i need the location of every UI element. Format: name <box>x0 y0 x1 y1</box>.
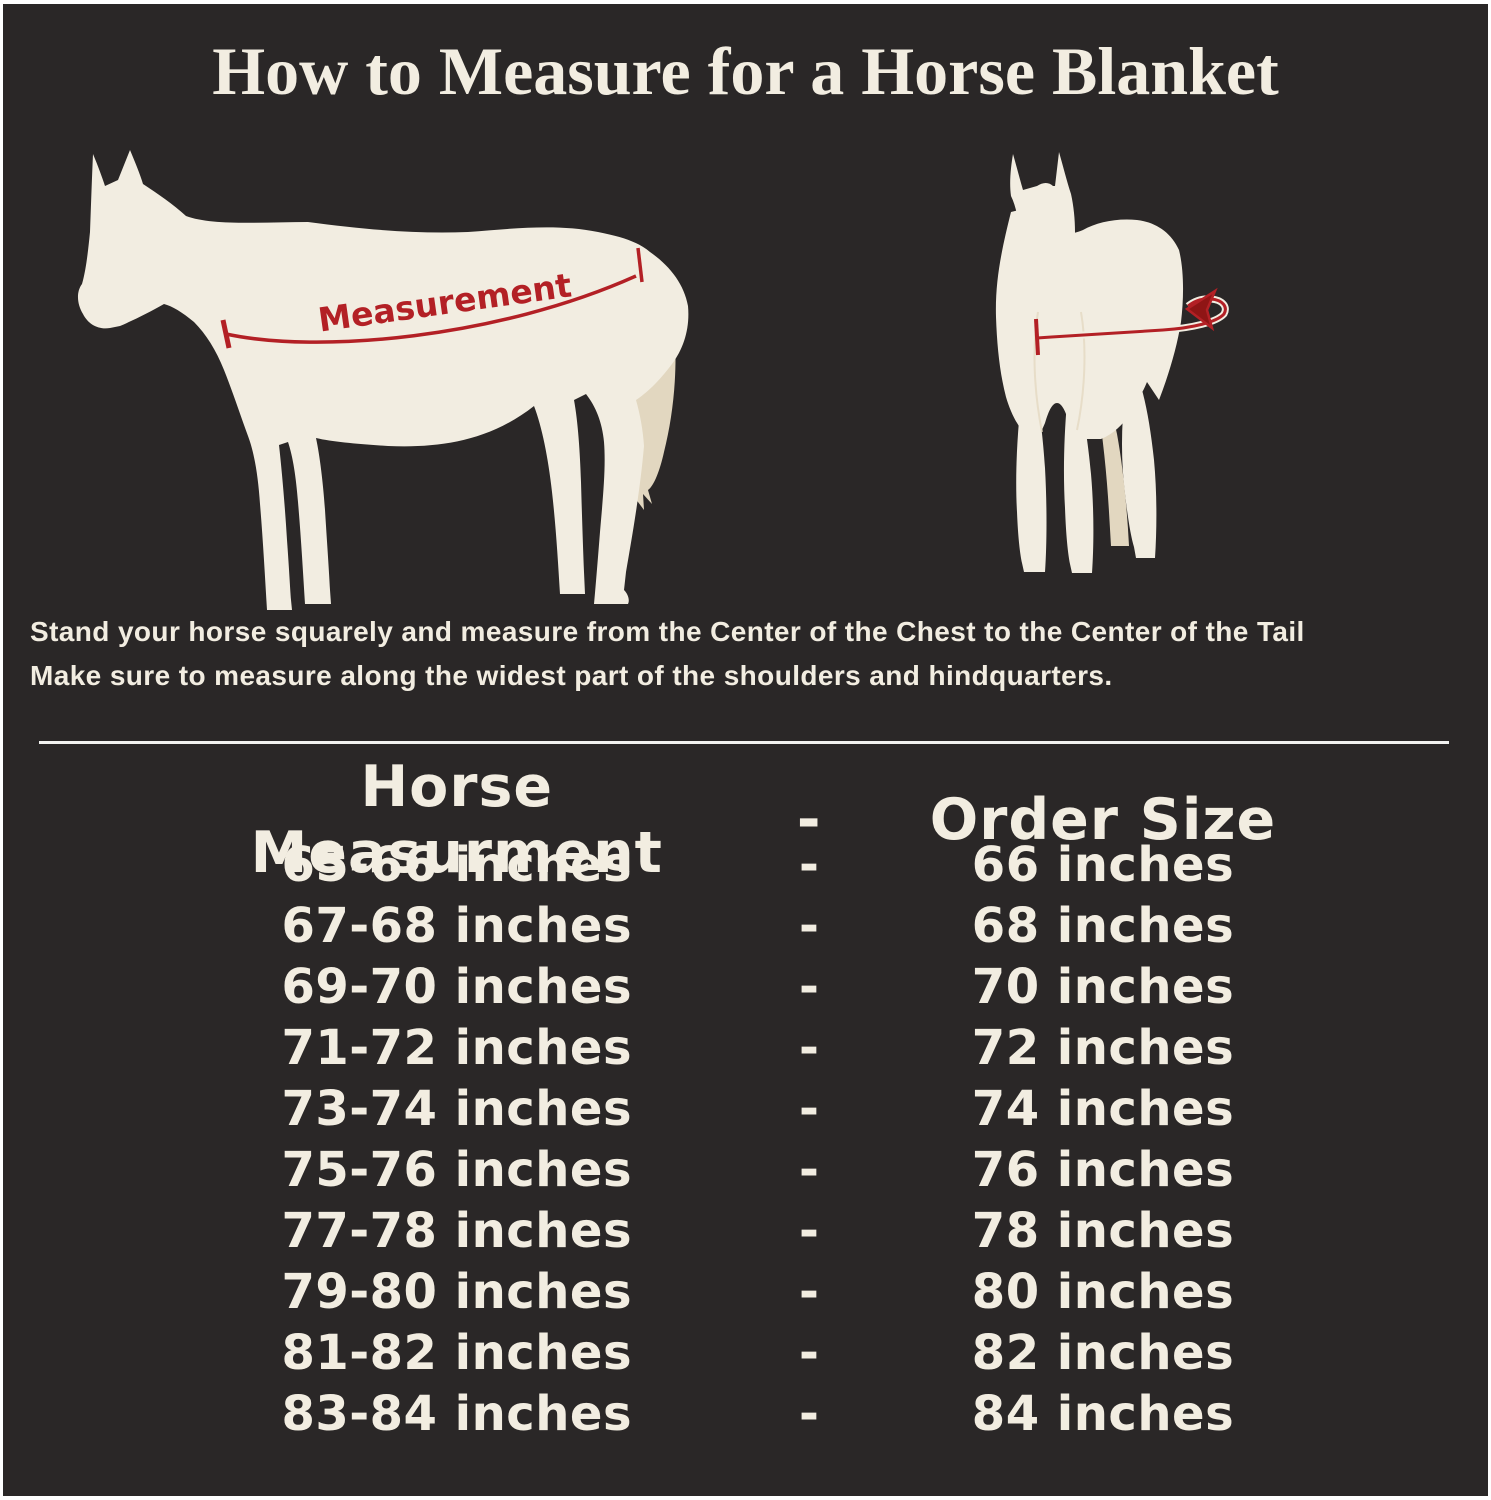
row-measurement: 65-66 inches <box>281 836 633 893</box>
row-measurement: 83-84 inches <box>281 1385 633 1442</box>
size-table-row: 77-78 inches - 78 inches <box>163 1200 1338 1261</box>
instructions-line-2: Make sure to measure along the widest pa… <box>30 660 1113 691</box>
measuring-instructions: Stand your horse squarely and measure fr… <box>30 610 1480 698</box>
row-separator: - <box>799 897 820 954</box>
header-measurement-col: Horse Measurment <box>250 754 663 886</box>
wrap-start-tick <box>1034 318 1040 356</box>
header-separator: - <box>796 787 822 853</box>
row-order: 70 inches <box>971 958 1235 1015</box>
size-table-row: 69-70 inches - 70 inches <box>163 956 1338 1017</box>
row-measurement: 67-68 inches <box>281 897 633 954</box>
row-measurement: 79-80 inches <box>281 1263 633 1320</box>
row-separator: - <box>799 1202 820 1259</box>
size-table-row: 81-82 inches - 82 inches <box>163 1322 1338 1383</box>
row-separator: - <box>799 1385 820 1442</box>
size-table-row: 75-76 inches - 76 inches <box>163 1139 1338 1200</box>
size-table-row: 71-72 inches - 72 inches <box>163 1017 1338 1078</box>
row-measurement: 81-82 inches <box>281 1324 633 1381</box>
divider-line <box>39 741 1449 744</box>
size-table: Horse Measurment - Order Size 65-66 inch… <box>163 754 1338 1444</box>
row-separator: - <box>799 836 820 893</box>
horse-hind-leg <box>1122 390 1157 558</box>
row-order: 72 inches <box>971 1019 1235 1076</box>
row-measurement: 75-76 inches <box>281 1141 633 1198</box>
instructions-line-1: Stand your horse squarely and measure fr… <box>30 616 1305 647</box>
row-order: 80 inches <box>971 1263 1235 1320</box>
row-separator: - <box>799 1080 820 1137</box>
measurement-end-tick <box>636 247 644 283</box>
row-separator: - <box>799 1141 820 1198</box>
horse-front-leg-right <box>1063 400 1094 573</box>
size-table-row: 79-80 inches - 80 inches <box>163 1261 1338 1322</box>
measurement-start-tick <box>220 319 232 349</box>
horse-head <box>1010 152 1075 296</box>
row-measurement: 73-74 inches <box>281 1080 633 1137</box>
measurement-line <box>225 274 637 344</box>
size-table-row: 67-68 inches - 68 inches <box>163 895 1338 956</box>
row-order: 76 inches <box>971 1141 1235 1198</box>
row-order: 66 inches <box>971 836 1235 893</box>
row-order: 84 inches <box>971 1385 1235 1442</box>
row-order: 74 inches <box>971 1080 1235 1137</box>
row-separator: - <box>799 1263 820 1320</box>
size-table-row: 73-74 inches - 74 inches <box>163 1078 1338 1139</box>
row-order: 68 inches <box>971 897 1235 954</box>
row-order: 78 inches <box>971 1202 1235 1259</box>
dark-panel: How to Measure for a Horse Blanket Measu… <box>3 4 1488 1496</box>
size-table-body: 65-66 inches - 66 inches 67-68 inches - … <box>163 834 1338 1444</box>
chest-muscle-line-right <box>1076 311 1086 431</box>
front-view-horse-illustration <box>995 152 1229 573</box>
row-measurement: 77-78 inches <box>281 1202 633 1259</box>
row-separator: - <box>799 1324 820 1381</box>
page-title: How to Measure for a Horse Blanket <box>212 33 1279 109</box>
row-separator: - <box>799 958 820 1015</box>
size-table-row: 83-84 inches - 84 inches <box>163 1383 1338 1444</box>
header-order-col: Order Size <box>929 787 1277 853</box>
row-measurement: 71-72 inches <box>281 1019 633 1076</box>
wrap-arrowhead <box>1184 287 1218 332</box>
size-table-row: 65-66 inches - 66 inches <box>163 834 1338 895</box>
row-separator: - <box>799 1019 820 1076</box>
row-order: 82 inches <box>971 1324 1235 1381</box>
size-table-header: Horse Measurment - Order Size <box>163 754 1338 886</box>
side-view-horse-illustration: Measurement <box>77 150 689 610</box>
row-measurement: 69-70 inches <box>281 958 633 1015</box>
horse-body <box>77 150 689 610</box>
horse-front-leg-left <box>1016 398 1047 572</box>
